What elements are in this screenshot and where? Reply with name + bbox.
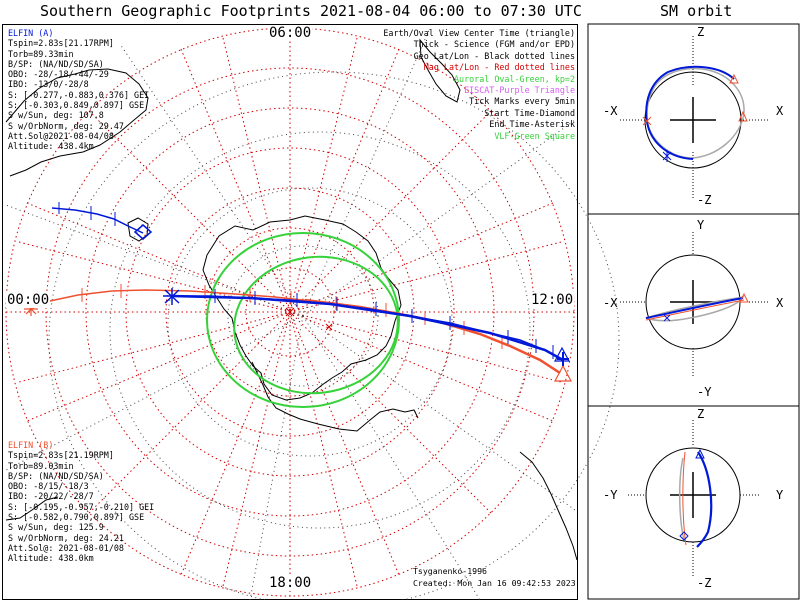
elfin-a-line: Torb=89.33min [8, 48, 74, 59]
mag-lat-ring-3 [85, 107, 495, 517]
elfin-a-start-diamond [133, 224, 153, 240]
elfin-a-track [51, 202, 571, 366]
legend-item: Auroral Oval-Green, kp=2 [453, 73, 575, 84]
panel1-top-label: Z [697, 25, 705, 39]
elfin-a-info: ELFIN (A) Tspin=2.83s[21.17RPM] Torb=89.… [8, 28, 149, 152]
orbit-panel-yz [628, 420, 760, 578]
map-title: Southern Geographic Footprints 2021-08-0… [40, 2, 582, 20]
legend-item: Start Time-Diamond [484, 107, 575, 118]
elfin-a-line: S: [-0.303,0.849,0.897] GSE [8, 100, 145, 111]
elfin-a-title: ELFIN (A) [8, 28, 54, 38]
elfin-b-science [304, 298, 561, 375]
clock-label-1800: 18:00 [268, 575, 313, 591]
legend-item: Geo Lat/Lon - Black dotted lines [413, 50, 575, 61]
panel3-right-label: Y [776, 488, 784, 502]
orbit-panel-xz [620, 36, 770, 200]
legend-item: Tick Marks every 5min [469, 96, 575, 107]
panel2-left-label: -X [603, 296, 618, 310]
elfin-a-line: B/SP: (NA/ND/SD/SA) [8, 58, 104, 69]
elfin-a-ticks [58, 202, 554, 359]
panel1-left-label: -X [603, 104, 618, 118]
panel1-right-label: X [776, 104, 784, 118]
map-legend: Earth/Oval View Center Time (triangle) T… [383, 28, 575, 142]
legend-item: Earth/Oval View Center Time (triangle) [383, 28, 575, 38]
mag-lat-ring-6 [205, 227, 375, 397]
panel3-top-label: Z [697, 407, 705, 421]
panel2-right-label: X [776, 296, 784, 310]
elfin-a-path [172, 295, 564, 361]
elfin-b-end-asterisk [24, 302, 38, 316]
geo-grid [5, 27, 620, 600]
south-africa-coast [5, 496, 59, 521]
elfin-b-line: S w/Sun, deg: 125.9 [8, 522, 104, 533]
elfin-a-line: S: [-0.277,-0.883,0.376] GEI [8, 89, 150, 100]
legend-item: Mag Lat/Lon - Red dotted lines [423, 62, 575, 73]
elfin-a-line: IBO: -13/0/-28/8 [8, 79, 89, 90]
legend-item: VLF-Green Square [494, 130, 575, 141]
antarctic-peninsula [251, 361, 419, 432]
clock-label-1200: 12:00 [530, 292, 575, 308]
clock-label-0600: 06:00 [268, 25, 313, 41]
elfin-a-line: S w/Sun, deg: 107.8 [8, 110, 104, 121]
auroral-oval [206, 232, 400, 408]
new-zealand-coast [419, 38, 461, 103]
legend-item: EISCAT-Purple Triangle [464, 85, 575, 96]
elfin-b-line: Altitude: 438.0km [8, 553, 94, 564]
legend-item: Thick - Science (FGM and/or EPD) [413, 39, 575, 50]
elfin-b-line: IBO: -20/22/-28/7 [8, 491, 94, 502]
auroral-oval-outer [206, 232, 400, 408]
antarctica-coast [202, 215, 402, 401]
orbit-panel-xy [620, 232, 770, 378]
model-credit: Tsyganenko-1996 [413, 566, 487, 576]
elfin-b-view-triangle [554, 364, 572, 382]
mag-lat-ring-4 [125, 147, 455, 477]
elfin-a-science [171, 294, 564, 362]
elfin-a-end-asterisk [163, 288, 181, 305]
elfin-a-path-upper [51, 207, 144, 234]
australia-coast [5, 68, 149, 177]
elfin-a-line: Tspin=2.83s[21.17RPM] [8, 38, 114, 49]
elfin-b-title: ELFIN (B) [8, 440, 54, 450]
elfin-b-line: Tspin=2.83s[21.19RPM] [8, 450, 114, 461]
elfin-a-line: S w/OrbNorm, deg: 29.47 [8, 120, 124, 131]
elfin-b-line: Att.Sol@: 2021-08-01/08 [8, 542, 124, 553]
clock-label-0000: 00:00 [6, 292, 51, 308]
elfin-b-line: S: [-0.582,0.790,0.897] GSE [8, 512, 145, 523]
elfin-b-line: Torb=89.03min [8, 460, 74, 471]
panel2-top-label: Y [697, 218, 705, 232]
elfin-a-line: OBO: -28/-18/-44/-29 [8, 69, 109, 80]
panel1-bottom-label: -Z [697, 193, 712, 207]
pole-markers [285, 307, 333, 331]
elfin-a-line: Att.Sol@2021-08-04/08 [8, 130, 114, 141]
elfin-b-line: B/SP: (NA/ND/SD/SA) [8, 470, 104, 481]
south-america-coast [519, 451, 578, 561]
elfin-b-info: ELFIN (B) Tspin=2.83s[21.19RPM] Torb=89.… [8, 440, 154, 564]
elfin-b-line: S: [-0.195,-0.957,-0.210] GEI [8, 501, 155, 512]
orbit-title: SM orbit [660, 2, 733, 20]
created-timestamp: Created: Mon Jan 16 09:42:53 2023 [413, 578, 576, 588]
legend-item: End Time-Asterisk [489, 119, 575, 130]
elfin-b-ticks [45, 284, 503, 349]
mag-lat-ring-5 [165, 187, 415, 437]
panel3-bottom-label: -Z [697, 576, 712, 590]
elfin-b-line: OBO: -8/15/-18/3 [8, 481, 89, 492]
panel3-left-label: -Y [603, 488, 618, 502]
panel2-bottom-label: -Y [697, 385, 712, 399]
elfin-a-line: Altitude: 438.4km [8, 141, 94, 152]
elfin-b-line: S w/OrbNorm, deg: 24.21 [8, 532, 124, 543]
orbit-panel-frames [587, 23, 800, 600]
auroral-oval-inner [233, 255, 399, 395]
coastlines [5, 38, 578, 561]
